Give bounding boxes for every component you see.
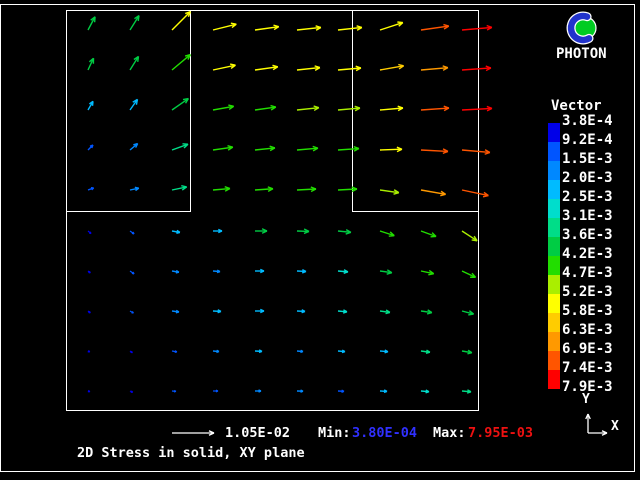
vector-arrow [462, 108, 492, 110]
plot-border [67, 11, 479, 411]
legend-label: 2.0E-3 [562, 170, 613, 189]
vector-arrow-head [230, 64, 235, 65]
min-label: Min: [318, 426, 351, 440]
vector-arrow-head [181, 186, 186, 187]
legend-colorbar [548, 123, 560, 389]
region-outline-left [67, 11, 191, 212]
vector-arrow-head [398, 64, 403, 65]
legend-label: 5.8E-3 [562, 303, 613, 322]
legend-label: 4.2E-3 [562, 246, 613, 265]
legend-label: 6.9E-3 [562, 341, 613, 360]
vector-arrow-head [228, 146, 233, 148]
legend-color-swatch [548, 256, 560, 275]
vector-arrow-head [314, 106, 319, 108]
legend-color-swatch [548, 218, 560, 237]
legend-color-swatch [548, 237, 560, 256]
legend-label: 3.8E-4 [562, 113, 613, 132]
legend-label: 3.6E-3 [562, 227, 613, 246]
legend-color-swatch [548, 275, 560, 294]
vector-arrow-head [89, 311, 90, 313]
legend-color-swatch [548, 351, 560, 370]
legend-color-swatch [548, 180, 560, 199]
vector-arrow-head [272, 65, 277, 67]
vector-arrow-head [443, 25, 448, 27]
legend-label: 4.7E-3 [562, 265, 613, 284]
vector-arrow [380, 149, 402, 150]
vector-arrow-head [270, 146, 275, 148]
scale-value: 1.05E-02 [225, 426, 290, 440]
vector-arrow-head [397, 22, 402, 23]
legend-labels: 3.8E-49.2E-41.5E-32.0E-32.5E-33.1E-33.6E… [562, 113, 613, 398]
legend-color-swatch [548, 199, 560, 218]
vector-arrow-head [273, 25, 278, 27]
legend-color-swatch [548, 142, 560, 161]
legend-color-swatch [548, 313, 560, 332]
legend-label: 3.1E-3 [562, 208, 613, 227]
vector-arrow [172, 99, 188, 110]
vector-arrow-head [228, 105, 233, 106]
legend-color-swatch [548, 332, 560, 351]
min-value: 3.80E-04 [352, 426, 417, 440]
vector-arrow [421, 150, 448, 151]
max-label: Max: [433, 426, 466, 440]
legend-color-swatch [548, 370, 560, 389]
legend-title: Vector [551, 99, 602, 113]
vector-arrow-head [316, 26, 321, 28]
vector-arrow [172, 12, 190, 30]
vector-arrow-head [357, 26, 362, 28]
axis-x-label: X [611, 420, 619, 434]
legend-label: 5.2E-3 [562, 284, 613, 303]
plot-caption: 2D Stress in solid, XY plane [77, 446, 305, 460]
vector-arrow-head [135, 187, 139, 188]
axis-y-label: Y [582, 393, 590, 407]
vector-arrow-head [216, 390, 218, 391]
vector-arrow-head [90, 232, 91, 234]
vector-arrow [462, 231, 477, 241]
legend-color-swatch [548, 123, 560, 142]
legend-color-swatch [548, 294, 560, 313]
legend-label: 9.2E-4 [562, 132, 613, 151]
vector-arrow-head [89, 271, 90, 273]
legend-label: 6.3E-3 [562, 322, 613, 341]
legend-color-swatch [548, 161, 560, 180]
vector-arrow [130, 16, 139, 30]
legend-label: 7.4E-3 [562, 360, 613, 379]
outer-frame [1, 5, 635, 472]
legend-label: 1.5E-3 [562, 151, 613, 170]
max-value: 7.95E-03 [468, 426, 533, 440]
logo-label: PHOTON [556, 47, 607, 61]
legend-label: 2.5E-3 [562, 189, 613, 208]
vector-arrow-head [174, 390, 176, 391]
vector-arrow-head [231, 23, 236, 24]
vector-arrow-head [315, 66, 320, 68]
vector-plot-canvas [0, 0, 640, 480]
vector-arrow [172, 55, 190, 70]
photon-window: PHOTON Vector 3.8E-49.2E-41.5E-32.0E-32.… [0, 0, 640, 480]
vector-arrow-head [271, 106, 276, 108]
region-outline-right [353, 11, 479, 212]
